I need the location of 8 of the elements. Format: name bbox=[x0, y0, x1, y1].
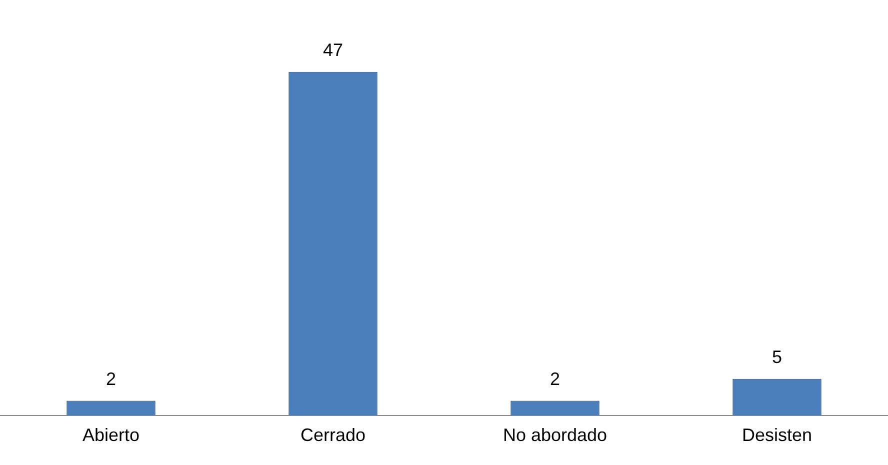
x-tick-label: No abordado bbox=[502, 425, 608, 446]
data-label: 2 bbox=[106, 368, 116, 389]
x-tick-label: Abierto bbox=[82, 425, 140, 446]
data-label: 47 bbox=[322, 40, 344, 60]
data-label: 5 bbox=[772, 346, 782, 367]
x-tick-label: Desisten bbox=[742, 425, 812, 446]
x-tick-label: Cerrado bbox=[300, 425, 366, 446]
data-label: 2 bbox=[550, 368, 560, 389]
